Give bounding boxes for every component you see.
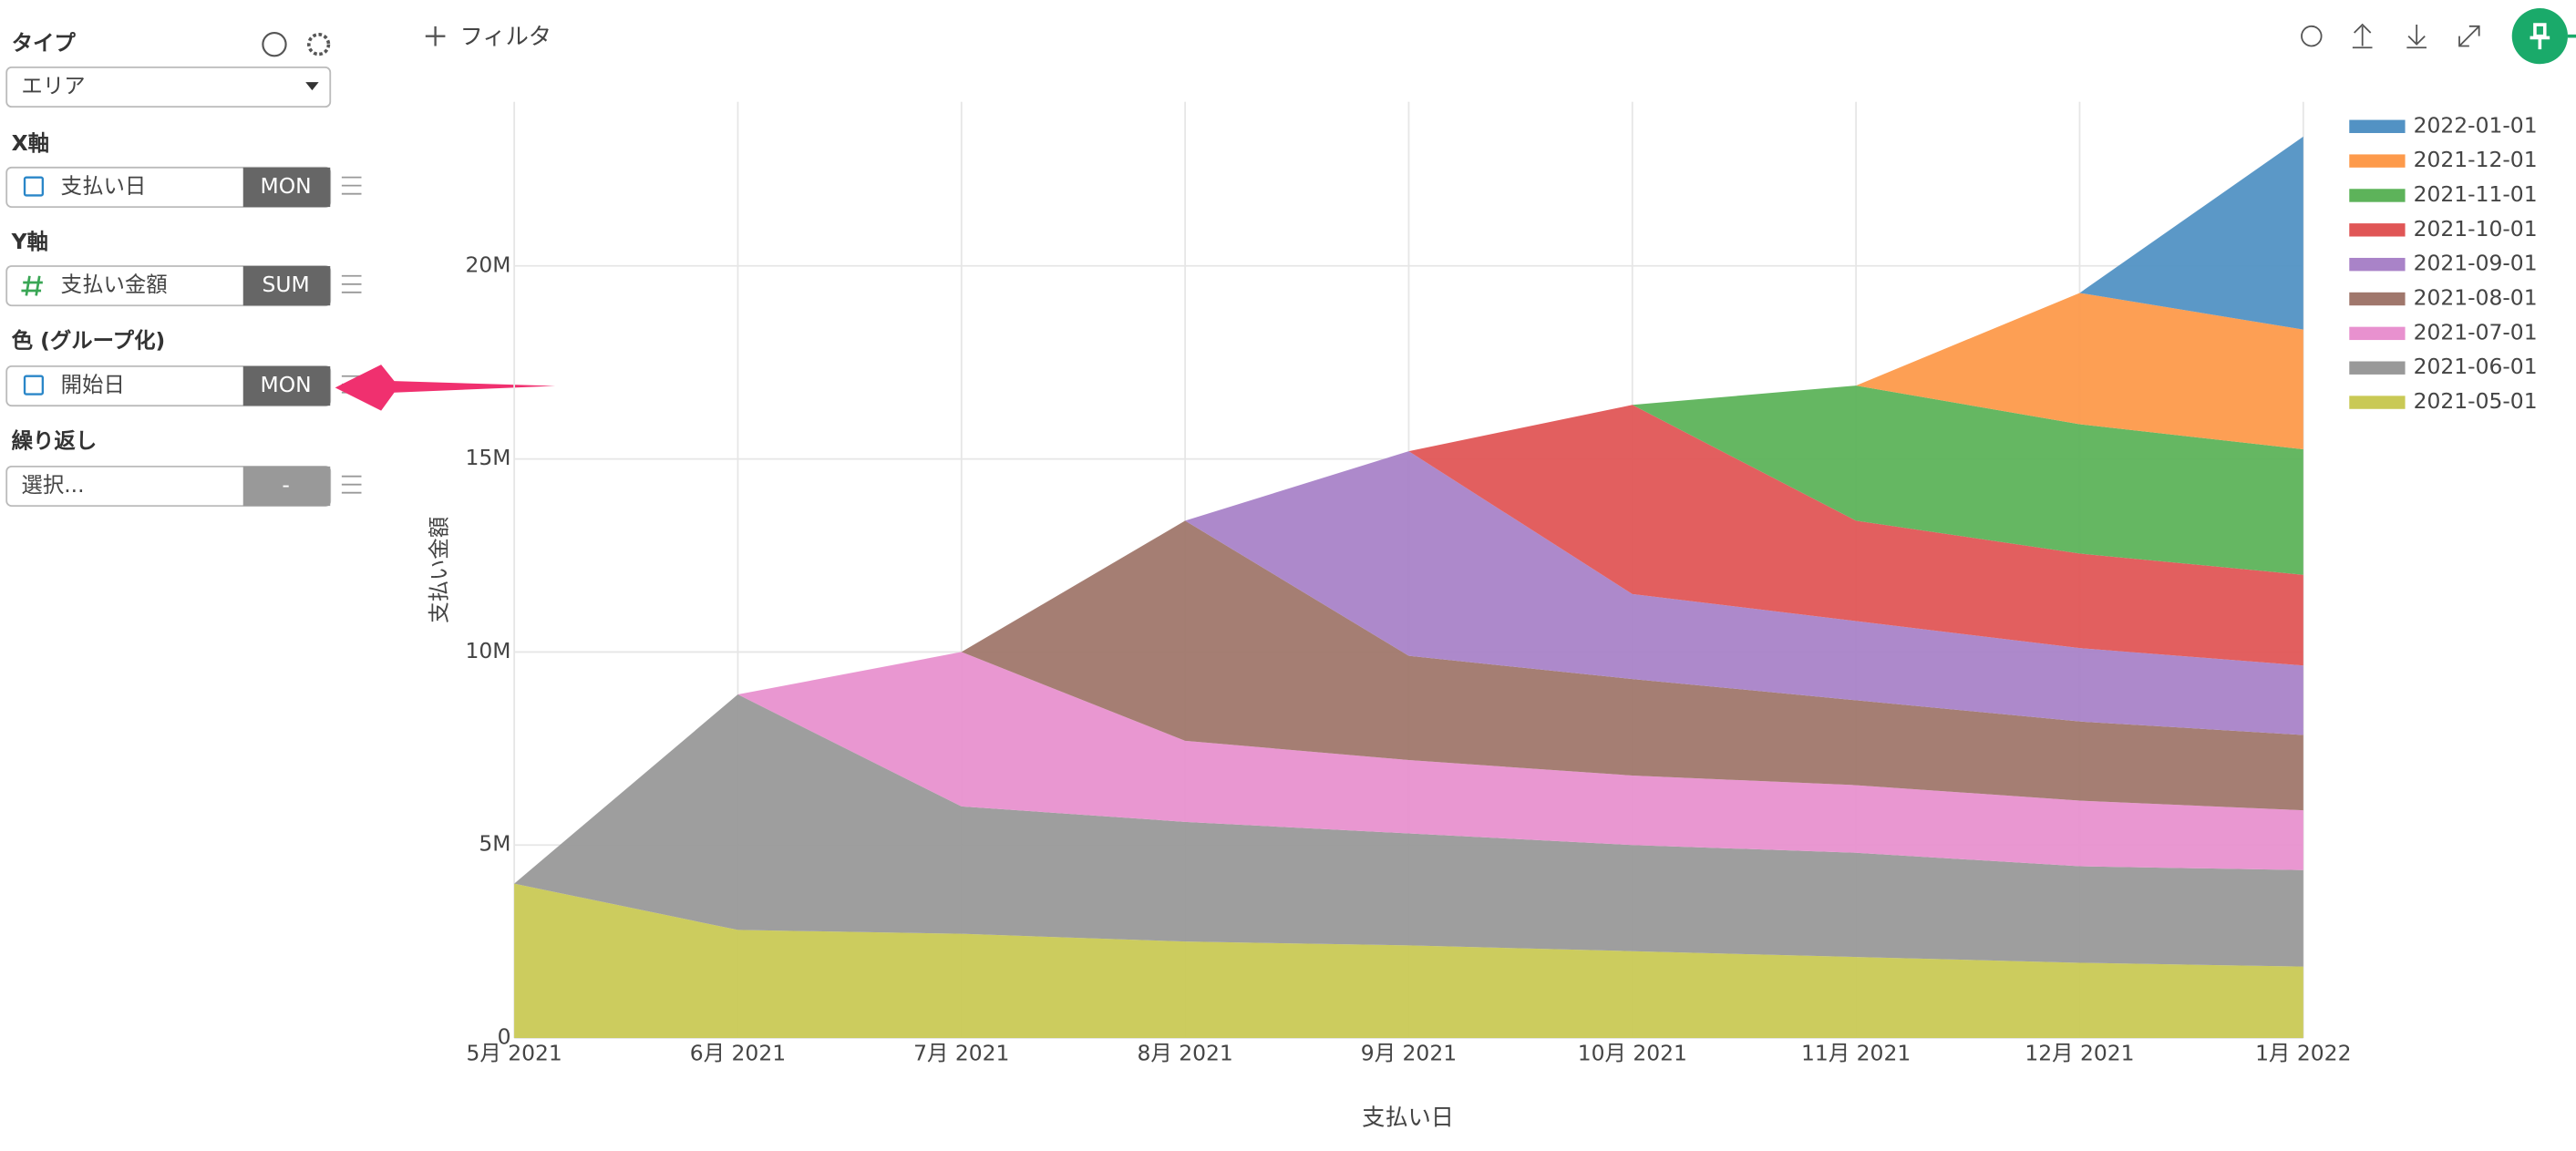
legend-swatch xyxy=(2349,396,2406,409)
type-value: エリア xyxy=(21,73,85,98)
color-agg-box[interactable] xyxy=(242,365,331,406)
legend-label: 2021-08-01 xyxy=(2414,285,2538,311)
legend-swatch xyxy=(2349,361,2406,375)
x-tick-label: 12月 2021 xyxy=(2025,1041,2134,1066)
add-filter-icon[interactable] xyxy=(425,26,446,46)
y-agg-box[interactable] xyxy=(242,265,331,306)
calendar-icon xyxy=(23,375,45,396)
area xyxy=(514,883,2303,1039)
x-tick-label: 7月 2021 xyxy=(913,1041,1009,1066)
y-field: 支払い金額 xyxy=(61,272,168,297)
filter-button[interactable]: フィルタ xyxy=(460,23,551,49)
legend-swatch xyxy=(2349,223,2406,237)
y-tick-label: 0 xyxy=(498,1024,511,1050)
y-tick-label: 10M xyxy=(466,638,511,663)
y-tick-label: 20M xyxy=(466,252,511,277)
x-agg: MON xyxy=(261,173,312,199)
x-axis-title: 支払い日 xyxy=(1362,1104,1454,1130)
type-select[interactable] xyxy=(5,66,332,108)
x-tick-label: 8月 2021 xyxy=(1137,1041,1232,1066)
download-icon[interactable] xyxy=(2406,25,2427,49)
legend-swatch xyxy=(2349,292,2406,306)
x-field: 支払い日 xyxy=(61,173,147,199)
drag-handle[interactable] xyxy=(341,274,362,293)
legend-label: 2021-12-01 xyxy=(2414,147,2538,172)
legend-label: 2021-07-01 xyxy=(2414,319,2538,344)
color-agg: MON xyxy=(261,372,312,397)
y-tick-label: 15M xyxy=(466,445,511,470)
x-tick-label: 5月 2021 xyxy=(466,1041,562,1066)
legend-swatch xyxy=(2349,119,2406,133)
area xyxy=(514,385,2303,884)
legend-swatch xyxy=(2349,189,2406,202)
y-tick-label: 5M xyxy=(479,831,510,857)
repeat-field: 選択... xyxy=(21,472,84,498)
repeat-agg: - xyxy=(282,472,289,498)
legend-label: 2022-01-01 xyxy=(2414,112,2538,138)
dropdown-caret xyxy=(305,82,319,91)
legend-label: 2021-10-01 xyxy=(2414,216,2538,242)
upload-icon[interactable] xyxy=(2352,23,2373,49)
legend-label: 2021-09-01 xyxy=(2414,251,2538,276)
area xyxy=(514,520,2303,884)
legend-label: 2021-11-01 xyxy=(2414,181,2538,207)
legend-label: 2021-05-01 xyxy=(2414,388,2538,414)
legend-swatch xyxy=(2349,154,2406,168)
repeat-agg-box[interactable] xyxy=(242,466,331,507)
repeat-label: 繰り返し xyxy=(12,427,98,453)
x-label: X軸 xyxy=(12,130,49,156)
pin-icon xyxy=(2530,23,2550,50)
type-label: タイプ xyxy=(12,30,77,56)
y-axis-title: 支払い金額 xyxy=(427,517,452,623)
y-agg: SUM xyxy=(263,272,310,297)
drag-handle[interactable] xyxy=(341,176,362,195)
expand-icon[interactable] xyxy=(2458,25,2480,47)
x-tick-label: 10月 2021 xyxy=(1578,1041,1687,1066)
x-agg-box[interactable] xyxy=(242,167,331,208)
x-tick-label: 11月 2021 xyxy=(1801,1041,1911,1066)
color-label: 色 (グループ化) xyxy=(12,327,166,353)
comment-icon[interactable] xyxy=(2301,25,2323,47)
help-icon[interactable] xyxy=(262,31,287,57)
area xyxy=(514,293,2303,884)
annotation-arrow xyxy=(335,365,556,411)
area xyxy=(514,451,2303,884)
area xyxy=(514,694,2303,967)
x-tick-label: 1月 2022 xyxy=(2255,1041,2351,1066)
settings-icon[interactable] xyxy=(307,33,331,57)
area xyxy=(514,405,2303,884)
area xyxy=(514,652,2303,884)
drag-handle[interactable] xyxy=(341,475,362,494)
x-tick-label: 6月 2021 xyxy=(690,1041,786,1066)
x-tick-label: 9月 2021 xyxy=(1361,1041,1457,1066)
legend-swatch xyxy=(2349,257,2406,272)
legend-label: 2021-06-01 xyxy=(2414,354,2538,379)
calendar-icon xyxy=(23,176,45,197)
color-field: 開始日 xyxy=(61,372,125,397)
y-label: Y軸 xyxy=(11,229,48,254)
number-icon xyxy=(21,275,43,296)
legend-swatch xyxy=(2349,326,2406,341)
